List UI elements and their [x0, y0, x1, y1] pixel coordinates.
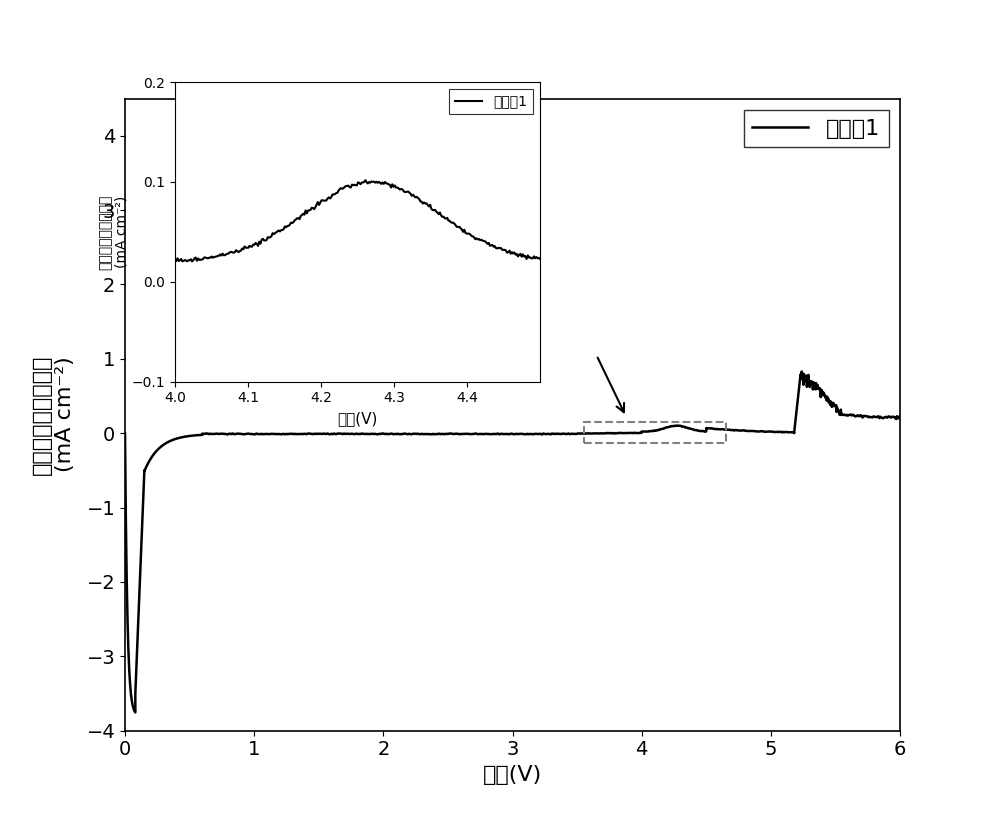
实施例1: [331, 429, 343, 439]
Line: 实施例1: 实施例1: [175, 180, 540, 261]
实施例1: [359, 175, 371, 185]
Line: 实施例1: 实施例1: [125, 372, 900, 713]
实施例1: [760, 427, 772, 437]
Legend: 实施例1: 实施例1: [744, 110, 889, 148]
实施例1: [679, 422, 691, 432]
X-axis label: 电压(V): 电压(V): [337, 411, 378, 426]
实施例1: [502, 247, 514, 257]
实施例1: [388, 181, 400, 191]
Y-axis label: 电化学窗口电流密度
(mA cm⁻²): 电化学窗口电流密度 (mA cm⁻²): [32, 355, 75, 475]
实施例1: [820, 393, 832, 403]
实施例1: [347, 429, 359, 438]
X-axis label: 电压(V): 电压(V): [483, 765, 542, 785]
实施例1: [796, 367, 808, 377]
实施例1: [534, 254, 546, 264]
Y-axis label: 电化学窗口电流密度
(mA cm⁻²): 电化学窗口电流密度 (mA cm⁻²): [99, 195, 129, 269]
实施例1: [395, 184, 407, 194]
实施例1: [119, 429, 131, 438]
实施例1: [894, 411, 906, 421]
实施例1: [389, 181, 401, 190]
实施例1: [215, 429, 227, 438]
实施例1: [169, 255, 181, 265]
Bar: [584, 422, 726, 443]
实施例1: [129, 708, 141, 718]
实施例1: [479, 236, 491, 246]
实施例1: [186, 256, 198, 266]
Legend: 实施例1: 实施例1: [449, 89, 533, 114]
实施例1: [170, 256, 182, 266]
